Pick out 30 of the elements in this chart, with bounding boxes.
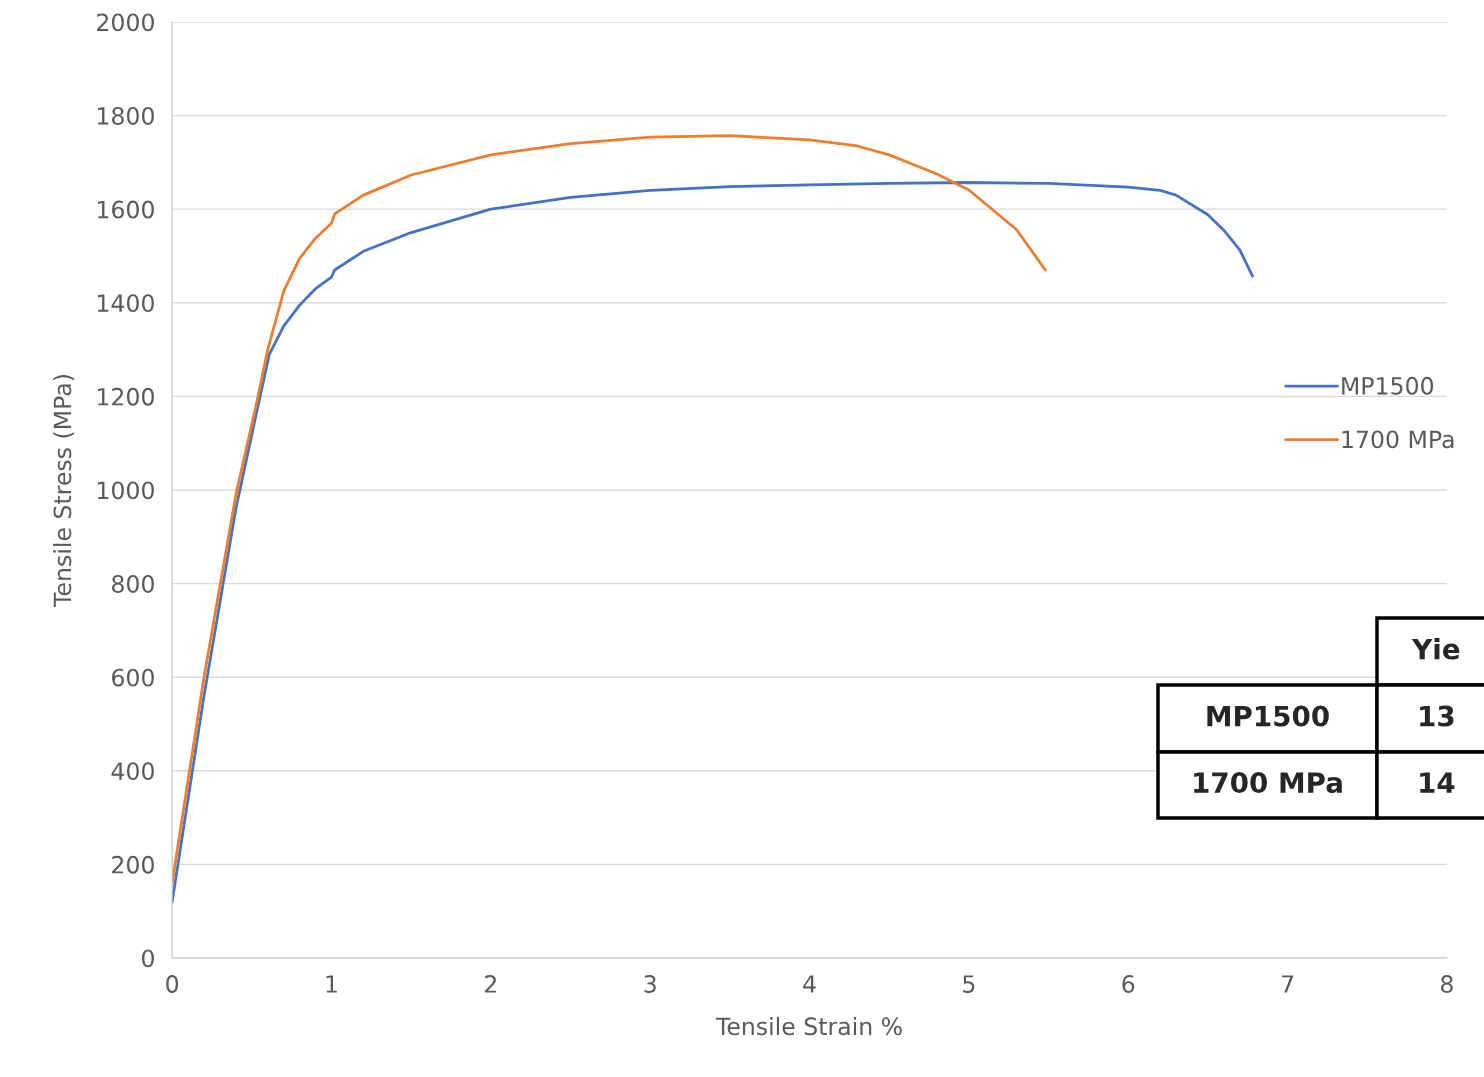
x-tick-label: 0 [166, 975, 179, 993]
annotation: Yie [1411, 638, 1460, 660]
x-tick-label: 1 [326, 975, 337, 993]
y-axis-title: Tensile Stress (MPa) [53, 375, 75, 607]
x-tick-label: 2 [485, 975, 496, 993]
line-series [172, 134, 1047, 885]
annotation: 13 [1420, 705, 1454, 727]
x-tick-label: 4 [803, 975, 816, 993]
y-tick-label: 600 [112, 668, 154, 687]
y-tick-label: 1200 [97, 387, 154, 406]
x-tick-label: 6 [1122, 975, 1135, 993]
y-tick-label: 1800 [97, 107, 154, 125]
x-tick-label: 3 [644, 975, 656, 993]
y-tick-label: 0 [142, 949, 154, 968]
annotation: MP1500 [1207, 705, 1329, 727]
x-tick-label: 5 [963, 975, 975, 993]
annotation: 14 [1420, 772, 1455, 793]
y-tick-label: 2000 [97, 13, 154, 32]
y-tick-label: 1000 [97, 481, 154, 500]
y-tick-label: 1400 [97, 294, 154, 313]
x-tick-label: 7 [1281, 975, 1294, 993]
y-tick-label: 400 [111, 762, 154, 781]
annotation: 1700 MPa [1194, 772, 1342, 794]
y-tick-label: 200 [112, 855, 154, 874]
legend-label: MP1500 [1342, 376, 1434, 395]
x-tick-label: 8 [1440, 975, 1453, 993]
y-tick-label: 1600 [97, 200, 154, 219]
y-tick-label: 800 [112, 575, 154, 593]
legend-label: 1700 MPa [1342, 430, 1454, 449]
x-axis-title: Tensile Strain % [715, 1016, 902, 1036]
